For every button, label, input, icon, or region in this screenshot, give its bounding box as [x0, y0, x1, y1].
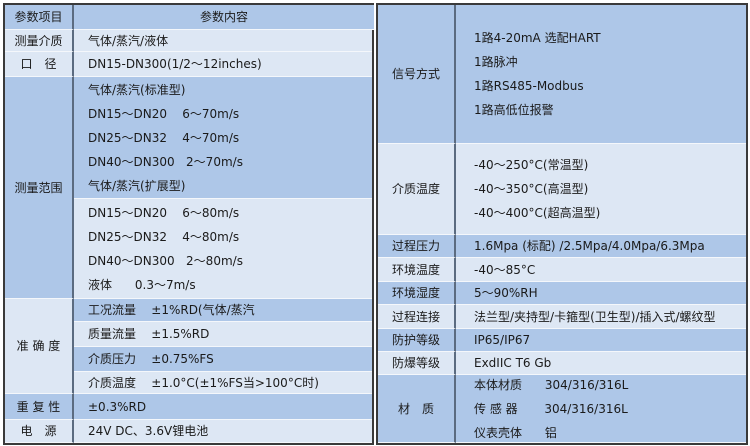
value-line: DN15～DN20 6～80m/s	[88, 205, 240, 220]
value-line: IP65/IP67	[474, 333, 531, 347]
row-value: IP65/IP67	[456, 329, 746, 352]
row-value: 本体材质 304/316/316L 传 感 器 304/316/316L 仪表壳体 …	[456, 375, 746, 443]
row-value: 气体/蒸汽(标准型) DN15～DN20 6～70m/s DN25～DN32 4～7…	[74, 77, 372, 199]
row-label-text: 信号方式	[391, 67, 440, 81]
row-label-text: 防护等级	[391, 333, 440, 347]
value-line: 1路RS485-Modbus	[474, 79, 584, 93]
value-line: 1路脉冲	[474, 55, 518, 69]
row-label-text: 准 确 度	[16, 339, 61, 353]
row-label: 测量范围	[5, 77, 74, 299]
row-value: 介质压力 ±0.75%FS	[74, 347, 372, 372]
row-label: 重 复 性	[5, 394, 74, 420]
right-spec-table: 信号方式 1路4-20mA 选配HART 1路脉冲 1路RS485-Modbus 1路高…	[376, 3, 748, 445]
row-label: 测量介质	[5, 30, 74, 52]
row-label: 过程压力	[378, 235, 456, 258]
row-label-text: 电 源	[20, 424, 57, 438]
row-value: 法兰型/夹持型/卡箍型(卫生型)/插入式/螺纹型	[456, 305, 746, 329]
row-value: DN15-DN300(1/2～12inches)	[74, 52, 372, 77]
value-line: -40～400°C(超高温型)	[474, 206, 601, 220]
value-line: 工况流量 ±1%RD(气体/蒸汽	[88, 303, 255, 317]
value-line: 液体 0.3～7m/s	[88, 277, 196, 292]
value-line: -40～85°C	[474, 262, 536, 277]
value-line: DN15-DN300(1/2～12inches)	[88, 57, 262, 71]
row-label-text: 环境温度	[391, 262, 440, 277]
value-line: 本体材质 304/316/316L	[474, 377, 629, 392]
row-label: 防护等级	[378, 329, 456, 352]
row-label: 环境湿度	[378, 282, 456, 305]
row-label-text: 过程连接	[391, 309, 440, 324]
row-label-text: 防爆等级	[391, 356, 440, 370]
value-line: 法兰型/夹持型/卡箍型(卫生型)/插入式/螺纹型	[474, 309, 716, 324]
row-label: 准 确 度	[5, 299, 74, 394]
row-label: 信号方式	[378, 5, 456, 144]
header-item-text: 参数项目	[14, 10, 63, 24]
row-label: 口 径	[5, 52, 74, 77]
value-line: -40～250°C(常温型)	[474, 158, 589, 172]
left-spec-table: 参数项目 参数内容测量介质 气体/蒸汽/液体口 径 DN15-DN300(1/2～12…	[3, 3, 374, 445]
value-line: ExdIIC T6 Gb	[474, 356, 552, 370]
header-content: 参数内容	[74, 5, 374, 30]
value-line: 气体/蒸汽/液体	[88, 33, 169, 48]
row-value: 24V DC、3.6V锂电池	[74, 420, 372, 443]
row-label-text: 过程压力	[391, 239, 440, 253]
header-content-text: 参数内容	[199, 10, 248, 24]
row-label-text: 重 复 性	[16, 399, 61, 414]
value-line: 1路高低位报警	[474, 103, 554, 117]
row-label-text: 测量介质	[14, 33, 63, 48]
value-line: 1路4-20mA 选配HART	[474, 31, 601, 45]
row-label-text: 材 质	[397, 401, 434, 416]
row-label-text: 口 径	[20, 57, 57, 71]
value-line: 介质压力 ±0.75%FS	[88, 352, 214, 366]
row-label-text: 测量范围	[14, 180, 63, 195]
value-line: DN40～DN300 2～80m/s	[88, 253, 243, 268]
row-label: 防爆等级	[378, 352, 456, 375]
row-label: 电 源	[5, 420, 74, 443]
row-value: 质量流量 ±1.5%RD	[74, 322, 372, 347]
value-line: -40～350°C(高温型)	[474, 182, 589, 196]
row-value: 介质温度 ±1.0°C(±1%FS当>100°C时)	[74, 372, 372, 394]
row-value: ExdIIC T6 Gb	[456, 352, 746, 375]
value-line: 气体/蒸汽(标准型)	[88, 82, 186, 97]
value-line: DN40～DN300 2～70m/s	[88, 154, 243, 169]
value-line: DN25～DN32 4～70m/s	[88, 130, 240, 145]
row-label-text: 环境湿度	[391, 286, 440, 300]
value-line: 5～90%RH	[474, 286, 538, 300]
value-line: 质量流量 ±1.5%RD	[88, 327, 210, 341]
row-label-text: 介质温度	[391, 182, 440, 196]
row-value: -40～250°C(常温型) -40～350°C(高温型) -40～400°C(超高…	[456, 144, 746, 235]
row-label: 环境温度	[378, 258, 456, 282]
row-value: -40～85°C	[456, 258, 746, 282]
value-line: DN15～DN20 6～70m/s	[88, 106, 240, 121]
value-line: 仪表壳体 铝	[474, 425, 557, 440]
row-value: 工况流量 ±1%RD(气体/蒸汽	[74, 299, 372, 322]
row-value: 气体/蒸汽/液体	[74, 30, 372, 52]
row-label: 材 质	[378, 375, 456, 443]
row-label: 介质温度	[378, 144, 456, 235]
row-value: 1.6Mpa (标配) /2.5Mpa/4.0Mpa/6.3Mpa	[456, 235, 746, 258]
value-line: 介质温度 ±1.0°C(±1%FS当>100°C时)	[88, 375, 319, 390]
value-line: 气体/蒸汽(扩展型)	[88, 178, 186, 193]
value-line: 传 感 器 304/316/316L	[474, 401, 628, 416]
value-line: 1.6Mpa (标配) /2.5Mpa/4.0Mpa/6.3Mpa	[474, 239, 705, 253]
row-value: ±0.3%RD	[74, 394, 372, 420]
row-label: 过程连接	[378, 305, 456, 329]
header-item: 参数项目	[5, 5, 74, 30]
value-line: DN25～DN32 4～80m/s	[88, 229, 240, 244]
row-value: 5～90%RH	[456, 282, 746, 305]
value-line: 24V DC、3.6V锂电池	[88, 424, 209, 438]
value-line: ±0.3%RD	[88, 399, 147, 414]
row-value: 1路4-20mA 选配HART 1路脉冲 1路RS485-Modbus 1路高低位报警	[456, 5, 746, 144]
row-value: DN15～DN20 6～80m/s DN25～DN32 4～80m/s DN40～D…	[74, 199, 372, 299]
